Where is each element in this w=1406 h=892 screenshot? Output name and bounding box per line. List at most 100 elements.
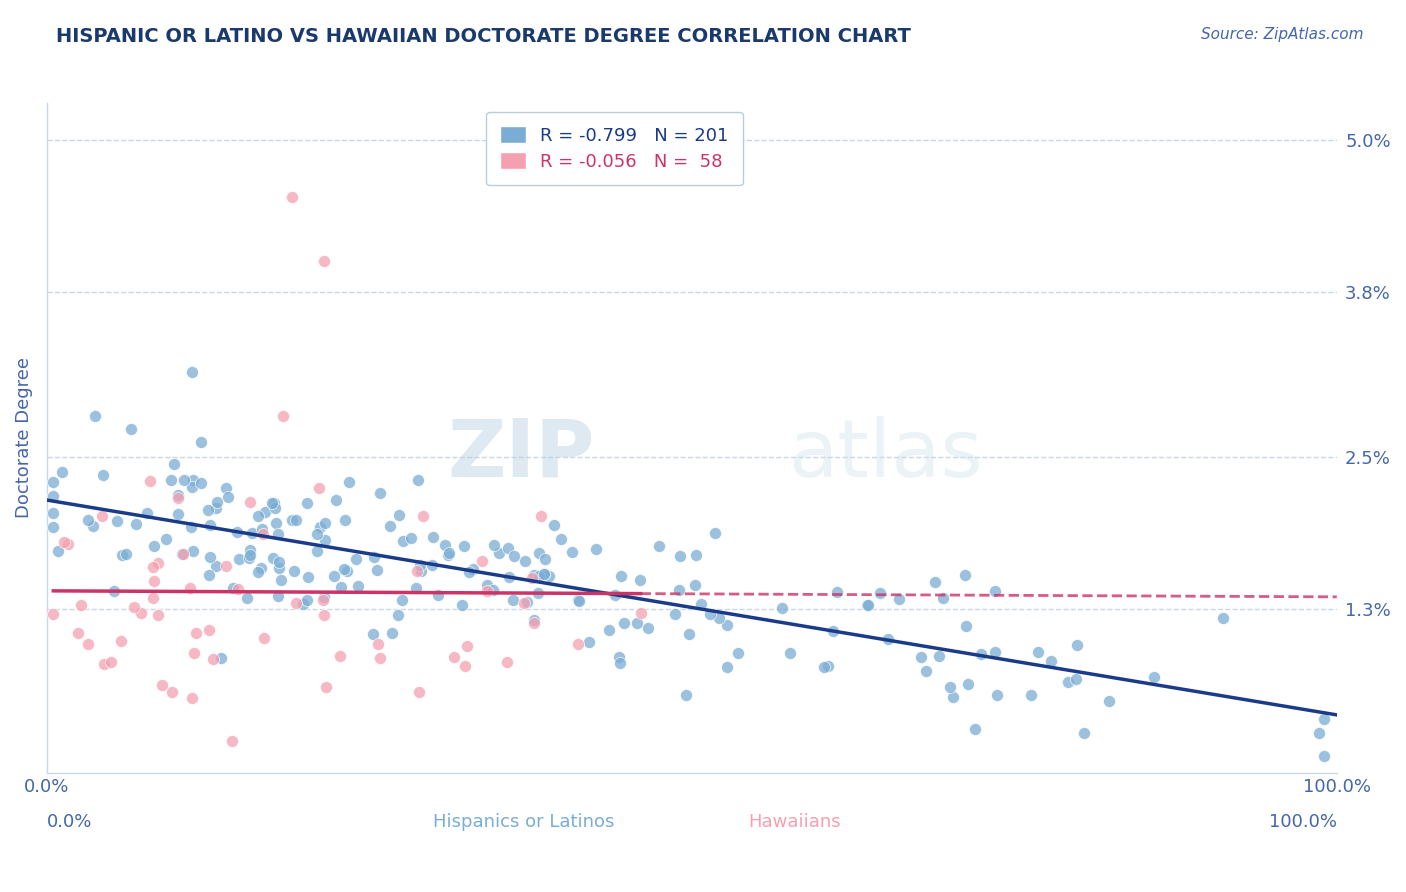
Point — [197, 503, 219, 517]
Point — [454, 658, 477, 673]
Point — [250, 523, 273, 537]
Point — [1026, 645, 1049, 659]
Point — [471, 554, 494, 568]
Point — [42, 475, 65, 489]
Point — [308, 481, 330, 495]
Point — [42, 506, 65, 520]
Point — [970, 647, 993, 661]
Point — [520, 571, 543, 585]
Point — [56, 537, 79, 551]
Point — [339, 475, 361, 490]
Point — [363, 550, 385, 565]
Point — [42, 607, 65, 622]
Point — [530, 508, 553, 523]
Point — [709, 610, 731, 624]
Point — [240, 525, 263, 540]
Point — [143, 574, 166, 588]
Point — [336, 564, 359, 578]
Point — [263, 495, 285, 509]
Point — [142, 560, 165, 574]
Point — [984, 645, 1007, 659]
Point — [406, 565, 429, 579]
Point — [285, 513, 308, 527]
Point — [399, 531, 422, 545]
Point — [827, 584, 849, 599]
Point — [1064, 672, 1087, 686]
Point — [405, 582, 427, 596]
Point — [914, 665, 936, 679]
Point — [523, 615, 546, 630]
Point — [1073, 726, 1095, 740]
Point — [699, 607, 721, 622]
Point — [180, 520, 202, 534]
Point — [488, 546, 510, 560]
Legend: R = -0.799   N = 201, R = -0.056   N =  58: R = -0.799 N = 201, R = -0.056 N = 58 — [486, 112, 742, 186]
Point — [76, 513, 98, 527]
Point — [247, 565, 270, 579]
Point — [463, 562, 485, 576]
Point — [103, 584, 125, 599]
Point — [408, 685, 430, 699]
Point — [238, 548, 260, 562]
Point — [308, 519, 330, 533]
Point — [155, 532, 177, 546]
Point — [367, 637, 389, 651]
Point — [269, 561, 291, 575]
Point — [381, 626, 404, 640]
Point — [453, 539, 475, 553]
Point — [329, 648, 352, 663]
Point — [281, 190, 304, 204]
Point — [142, 591, 165, 605]
Point — [330, 580, 353, 594]
Point — [523, 613, 546, 627]
Point — [66, 626, 89, 640]
Point — [225, 524, 247, 539]
Point — [83, 409, 105, 423]
Point — [333, 513, 356, 527]
Point — [683, 578, 706, 592]
Point — [314, 516, 336, 530]
Point — [48, 544, 70, 558]
Text: atlas: atlas — [789, 416, 983, 493]
Point — [283, 564, 305, 578]
Point — [51, 465, 73, 479]
Point — [685, 549, 707, 563]
Point — [475, 583, 498, 598]
Point — [626, 616, 648, 631]
Point — [295, 593, 318, 607]
Point — [609, 656, 631, 670]
Point — [76, 637, 98, 651]
Point — [198, 568, 221, 582]
Text: ZIP: ZIP — [449, 416, 595, 493]
Point — [378, 518, 401, 533]
Point — [181, 543, 204, 558]
Point — [779, 646, 801, 660]
Point — [1040, 654, 1063, 668]
Point — [205, 558, 228, 573]
Point — [664, 607, 686, 622]
Point — [578, 635, 600, 649]
Point — [561, 545, 583, 559]
Point — [1313, 712, 1336, 726]
Point — [228, 551, 250, 566]
Point — [205, 495, 228, 509]
Point — [986, 689, 1008, 703]
Point — [236, 591, 259, 606]
Point — [1212, 611, 1234, 625]
Point — [422, 530, 444, 544]
Point — [183, 646, 205, 660]
Point — [538, 569, 561, 583]
Point — [495, 656, 517, 670]
Point — [297, 570, 319, 584]
Point — [264, 516, 287, 531]
Point — [135, 507, 157, 521]
Point — [856, 598, 879, 612]
Point — [858, 599, 880, 613]
Point — [249, 561, 271, 575]
Point — [152, 678, 174, 692]
Point — [238, 551, 260, 566]
Point — [160, 685, 183, 699]
Point — [70, 598, 93, 612]
Point — [325, 492, 347, 507]
Point — [406, 473, 429, 487]
